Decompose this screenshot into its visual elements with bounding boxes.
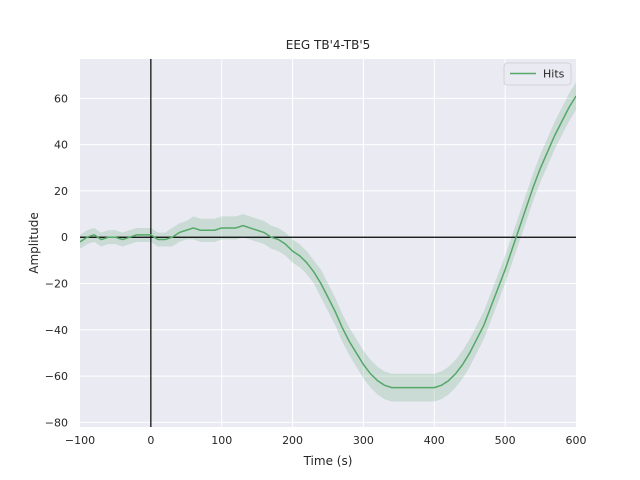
y-tick-label: 60 bbox=[54, 92, 68, 105]
plot-background bbox=[80, 59, 576, 427]
x-tick-labels: −100 0 100 200 300 400 500 600 bbox=[65, 434, 587, 447]
x-tick-label: 400 bbox=[424, 434, 445, 447]
hits-series-line bbox=[80, 95, 576, 389]
x-tick-label: 300 bbox=[353, 434, 374, 447]
x-tick-label: −100 bbox=[65, 434, 95, 447]
x-axis-label: Time (s) bbox=[303, 454, 353, 468]
x-tick-label: 500 bbox=[495, 434, 516, 447]
y-tick-label: −40 bbox=[45, 324, 68, 337]
legend: Hits bbox=[503, 62, 572, 86]
x-tick-label: 600 bbox=[566, 434, 587, 447]
chart-title: EEG TB'4-TB'5 bbox=[286, 38, 371, 52]
y-tick-label: −20 bbox=[45, 278, 68, 291]
y-tick-label: 20 bbox=[54, 185, 68, 198]
y-axis-label: Amplitude bbox=[27, 212, 41, 274]
x-tick-label: 0 bbox=[147, 434, 154, 447]
plot-area bbox=[80, 59, 576, 427]
x-tick-label: 100 bbox=[211, 434, 232, 447]
legend-box bbox=[503, 62, 572, 86]
y-tick-labels: −80 −60 −40 −20 0 20 40 60 bbox=[45, 92, 68, 429]
x-tick-label: 200 bbox=[282, 434, 303, 447]
legend-label-hits: Hits bbox=[543, 68, 565, 81]
y-tick-label: 0 bbox=[61, 231, 68, 244]
y-tick-label: −60 bbox=[45, 370, 68, 383]
y-tick-label: −80 bbox=[45, 416, 68, 429]
y-tick-label: 40 bbox=[54, 139, 68, 152]
